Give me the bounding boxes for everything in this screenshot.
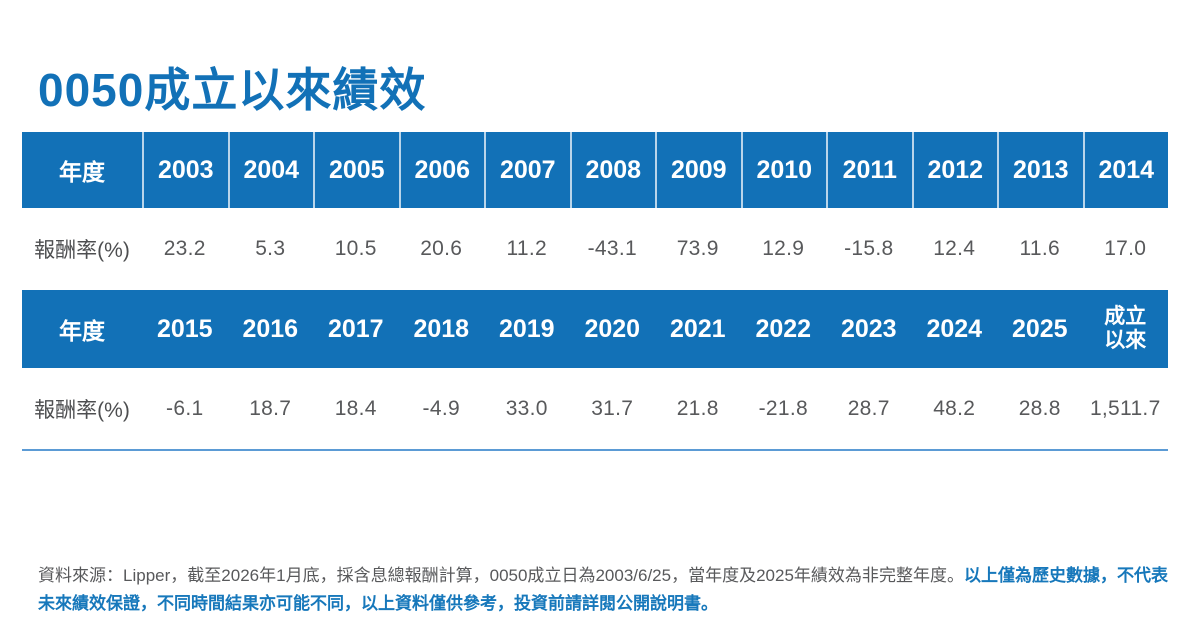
header-cell-2013: 2013 <box>997 132 1083 208</box>
footnote: 資料來源：Lipper，截至2026年1月底，採含息總報酬計算，0050成立日為… <box>38 562 1168 618</box>
return-cell-2014: 17.0 <box>1104 237 1147 260</box>
header-cell-2019: 2019 <box>498 314 555 343</box>
header-cell-2006: 2006 <box>398 132 485 208</box>
table2-return-row: 報酬率(%) -6.1 18.7 18.4 -4.9 33.0 31.7 21.… <box>22 368 1168 449</box>
header-cell-2009: 2009 <box>655 132 741 208</box>
return-cell-2017: 18.4 <box>334 396 377 420</box>
return-cell-2012: 12.4 <box>933 237 976 260</box>
return-cell-2003: 23.2 <box>163 237 206 260</box>
header-cell-2023: 2023 <box>840 314 897 343</box>
header-cell-2004: 2004 <box>227 132 314 208</box>
header-cell-2003: 2003 <box>142 132 228 208</box>
page-title: 0050成立以來績效 <box>38 64 427 116</box>
footnote-source-text: 資料來源：Lipper，截至2026年1月底，採含息總報酬計算，0050成立日為… <box>38 566 964 585</box>
header-cell-2025: 2025 <box>1011 314 1068 343</box>
return-cell-2007: 11.2 <box>506 237 547 260</box>
return-cell-2004: 5.3 <box>255 237 286 260</box>
return-cell-2011: -15.8 <box>844 237 894 260</box>
return-cell-2005: 10.5 <box>334 237 377 260</box>
header-cell-2017: 2017 <box>327 314 384 343</box>
header-cell-since-inception: 成立 以來 <box>1104 305 1147 352</box>
header-cell-2016: 2016 <box>242 314 299 343</box>
return-cell-since-inception: 1,511.7 <box>1089 396 1161 420</box>
table2-year-label-cell: 年度 <box>59 318 105 344</box>
header-cell-2008: 2008 <box>569 132 656 208</box>
header-cell-2018: 2018 <box>413 314 470 343</box>
header-cell-2015: 2015 <box>156 314 213 343</box>
return-cell-2023: 28.7 <box>847 396 890 420</box>
table1-year-label-cell: 年度 <box>59 159 105 185</box>
return-cell-2013: 11.6 <box>1019 237 1060 260</box>
return-cell-2022: -21.8 <box>758 396 808 420</box>
return-cell-2015: -6.1 <box>166 396 204 420</box>
table2-header-row: 年度 2015 2016 2017 2018 2019 2020 2021 20… <box>22 290 1168 368</box>
header-cell-2012: 2012 <box>911 132 998 208</box>
table2-return-label-cell: 報酬率(%) <box>34 398 130 422</box>
return-cell-2019: 33.0 <box>505 396 548 420</box>
header-cell-2024: 2024 <box>926 314 983 343</box>
header-cell-2021: 2021 <box>669 314 726 343</box>
return-cell-2025: 28.8 <box>1018 396 1061 420</box>
header-cell-2010: 2010 <box>740 132 827 208</box>
return-cell-2020: 31.7 <box>591 396 634 420</box>
header-cell-2005: 2005 <box>313 132 399 208</box>
header-cell-2020: 2020 <box>584 314 641 343</box>
return-cell-2024: 48.2 <box>933 396 976 420</box>
header-cell-2014: 2014 <box>1082 132 1169 208</box>
return-cell-2016: 18.7 <box>249 396 292 420</box>
table-bottom-divider <box>22 449 1168 451</box>
table1-return-row: 報酬率(%) 23.2 5.3 10.5 20.6 11.2 -43.1 73.… <box>22 208 1168 290</box>
header-cell-2011: 2011 <box>826 132 912 208</box>
return-cell-2010: 12.9 <box>762 237 805 260</box>
return-cell-2008: -43.1 <box>587 237 637 260</box>
table1-return-label-cell: 報酬率(%) <box>34 239 130 262</box>
return-cell-2018: -4.9 <box>422 396 460 420</box>
return-cell-2006: 20.6 <box>420 237 463 260</box>
footnote-disclaimer-text: 以上僅為歷史數據，不代表未來績效保證，不同時間結果亦可能不同，以上資料僅供參考，… <box>38 566 1169 613</box>
table1-header-row: 年度 2003 2004 2005 2006 2007 2008 2009 20… <box>22 132 1168 208</box>
header-cell-2022: 2022 <box>755 314 812 343</box>
return-cell-2021: 21.8 <box>676 396 719 420</box>
header-cell-2007: 2007 <box>484 132 570 208</box>
return-cell-2009: 73.9 <box>676 237 719 260</box>
